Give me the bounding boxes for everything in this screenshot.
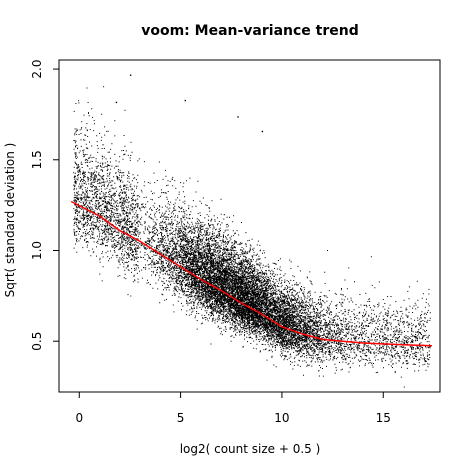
x-axis: 0 5 10 15 — [75, 392, 391, 425]
x-tick-label: 5 — [177, 411, 185, 425]
y-tick-label: 0.5 — [30, 332, 44, 351]
trend-line — [70, 200, 432, 347]
scatter-points — [73, 74, 431, 388]
y-tick-label: 2.0 — [30, 60, 44, 79]
x-tick-label: 0 — [75, 411, 83, 425]
scatter-point-cloud — [73, 74, 431, 388]
plot-frame — [58, 59, 441, 393]
y-tick-label: 1.5 — [30, 150, 44, 169]
chart-title: voom: Mean-variance trend — [141, 23, 359, 39]
x-tick-label: 15 — [376, 411, 391, 425]
x-axis-label: log2( count size + 0.5 ) — [180, 442, 321, 456]
x-tick-label: 10 — [274, 411, 289, 425]
y-axis: 0.5 1.0 1.5 2.0 — [30, 60, 59, 351]
y-axis-label: Sqrt( standard deviation ) — [3, 143, 17, 298]
y-tick-label: 1.0 — [30, 241, 44, 260]
